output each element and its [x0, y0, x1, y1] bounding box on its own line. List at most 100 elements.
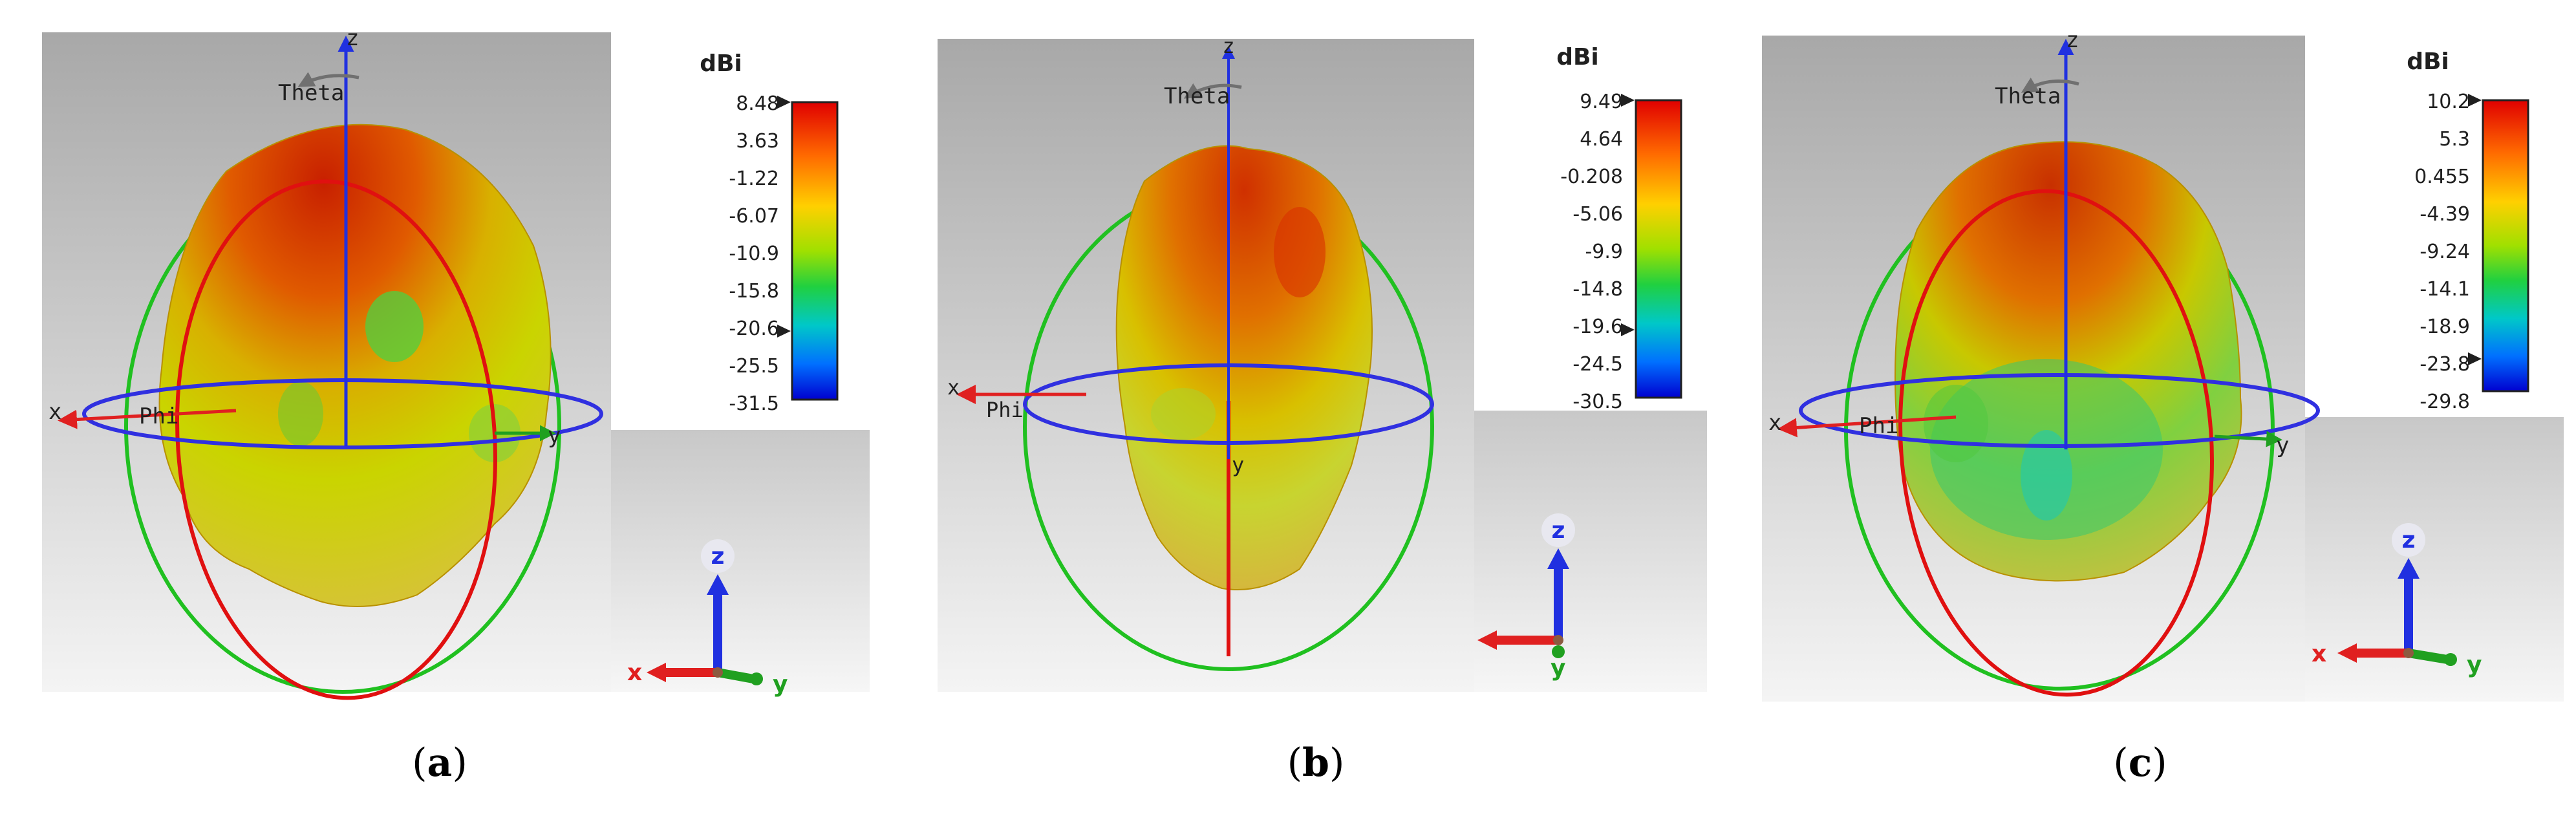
color-scale-ticks: 8.48 3.63 -1.22 -6.07 -10.9 -15.8 -20.6 … — [729, 92, 779, 415]
triad-z-label: z — [1552, 517, 1565, 544]
triad-y-label: y — [773, 671, 788, 698]
scale-marker — [1621, 323, 1635, 336]
caption-b: (b) — [1287, 740, 1345, 786]
triad-z-badge — [2392, 523, 2425, 557]
triad-y-label: y — [1551, 655, 1565, 682]
peak-region — [1274, 207, 1326, 297]
scale-tick-label: 9.49 — [1580, 91, 1623, 113]
null-region — [365, 291, 424, 362]
triad-x-arrowhead — [2337, 643, 2357, 663]
theta-arrow — [2021, 77, 2079, 93]
triad-x-label: x — [627, 660, 642, 686]
triad-z-label: z — [2402, 527, 2416, 553]
null-region — [278, 381, 323, 446]
scale-max-marker — [1621, 94, 1635, 107]
triad-y-axis — [716, 668, 755, 683]
x-axis-label: x — [48, 399, 61, 425]
scale-tick-label: -14.8 — [1572, 278, 1623, 301]
y-axis — [2214, 431, 2282, 447]
triad-origin — [713, 667, 723, 678]
y-axis-label: y — [1232, 453, 1244, 477]
scale-tick-label: -9.24 — [2420, 241, 2470, 263]
phi-circle — [82, 378, 603, 449]
scale-tick-label: -5.06 — [1572, 203, 1623, 226]
scale-tick-label: -19.6 — [1572, 316, 1623, 338]
pattern-view-b: z Theta x Phi y dBi 9.49 4.64 -0.208 -5.… — [938, 34, 1707, 692]
theta-label: Theta — [278, 80, 344, 106]
scale-tick-label: 5.3 — [2439, 128, 2470, 151]
x-axis — [58, 409, 237, 429]
z-axis-label: z — [346, 25, 359, 51]
scale-tick-label: -14.1 — [2420, 278, 2470, 301]
scale-tick-label: -18.9 — [2420, 316, 2470, 338]
scale-tick-label: -24.5 — [1572, 353, 1623, 376]
pattern-view-c: z Theta x Phi y dBi 10.2 5.3 0.455 -4.39… — [1762, 27, 2564, 702]
color-scale-ticks: 10.2 5.3 0.455 -4.39 -9.24 -14.1 -18.9 -… — [2414, 91, 2470, 413]
scale-max-marker — [2468, 94, 2482, 107]
caption-a: (a) — [412, 740, 467, 786]
radiation-pattern-panel-a: z Theta x Phi y dBi 8.48 3.63 -1.22 -6.0… — [42, 25, 870, 700]
theta-circle — [1898, 189, 2214, 697]
theta-label: Theta — [1164, 83, 1230, 109]
viewport-background-lower — [611, 430, 870, 692]
phi-label: Phi — [986, 398, 1024, 422]
theta-label: Theta — [1995, 83, 2061, 109]
null-region — [2021, 430, 2072, 521]
phi-label: Phi — [139, 403, 178, 429]
null-region — [1924, 385, 1988, 462]
triad-origin — [1553, 635, 1563, 645]
triad-y-arrowhead — [2444, 653, 2457, 666]
triad-x-arrowhead — [1477, 630, 1497, 650]
orientation-triad: z x y — [2312, 523, 2482, 678]
radiation-pattern-panel-b: z Theta x Phi y dBi 9.49 4.64 -0.208 -5.… — [938, 34, 1707, 692]
x-axis-label: x — [947, 375, 960, 400]
phi-circle — [1799, 373, 2320, 448]
phi-label: Phi — [1859, 413, 1898, 439]
scale-tick-label: -20.6 — [729, 317, 779, 340]
color-scale-bar — [791, 101, 839, 401]
viewport-background-lower — [1474, 411, 1707, 692]
theta-arrow — [1183, 83, 1242, 99]
scale-tick-label: -31.5 — [729, 392, 779, 415]
scale-tick-label: -30.5 — [1572, 391, 1623, 413]
unit-label: dBi — [1556, 44, 1599, 70]
scale-marker — [777, 325, 791, 338]
theta-circle — [175, 179, 497, 700]
scale-tick-label: -10.9 — [729, 242, 779, 265]
unit-label: dBi — [2407, 48, 2449, 75]
triad-z-badge — [1541, 513, 1575, 547]
unit-label: dBi — [700, 50, 742, 77]
triad-origin — [2403, 648, 2414, 658]
pattern-view-a: z Theta x Phi y dBi 8.48 3.63 -1.22 -6.0… — [42, 25, 870, 700]
x-axis — [1777, 415, 1957, 438]
gain-surface — [158, 123, 552, 607]
scale-tick-label: -1.22 — [729, 167, 779, 190]
null-region — [1151, 388, 1216, 440]
scale-tick-label: -25.5 — [729, 355, 779, 378]
z-axis-label: z — [1222, 34, 1234, 58]
triad-z-badge — [701, 539, 735, 573]
scale-tick-label: -9.9 — [1585, 241, 1623, 263]
color-scale-ticks: 9.49 4.64 -0.208 -5.06 -9.9 -14.8 -19.6 … — [1560, 91, 1623, 413]
scale-tick-label: 4.64 — [1580, 128, 1623, 151]
z-axis-label: z — [2066, 27, 2079, 53]
scale-tick-label: -23.8 — [2420, 353, 2470, 376]
triad-z-arrowhead — [707, 574, 729, 595]
color-scale-bar — [1635, 99, 1682, 399]
scale-marker — [2468, 352, 2482, 365]
orientation-triad: z x y — [627, 539, 788, 698]
orientation-triad: z y — [1477, 513, 1575, 682]
x-axis-label: x — [1768, 410, 1781, 436]
triad-z-label: z — [711, 543, 725, 570]
scale-tick-label: 0.455 — [2414, 166, 2470, 188]
y-axis-label: y — [2276, 433, 2289, 458]
triad-y-axis — [2407, 649, 2449, 664]
triad-y-label: y — [2467, 652, 2482, 678]
scale-tick-label: 10.2 — [2427, 91, 2470, 113]
triad-z-arrowhead — [2398, 558, 2420, 579]
caption-c: (c) — [2113, 740, 2167, 786]
scale-tick-label: -6.07 — [729, 205, 779, 228]
y-axis-label: y — [548, 423, 561, 449]
theta-arrow — [297, 72, 360, 87]
scale-tick-label: -15.8 — [729, 280, 779, 303]
